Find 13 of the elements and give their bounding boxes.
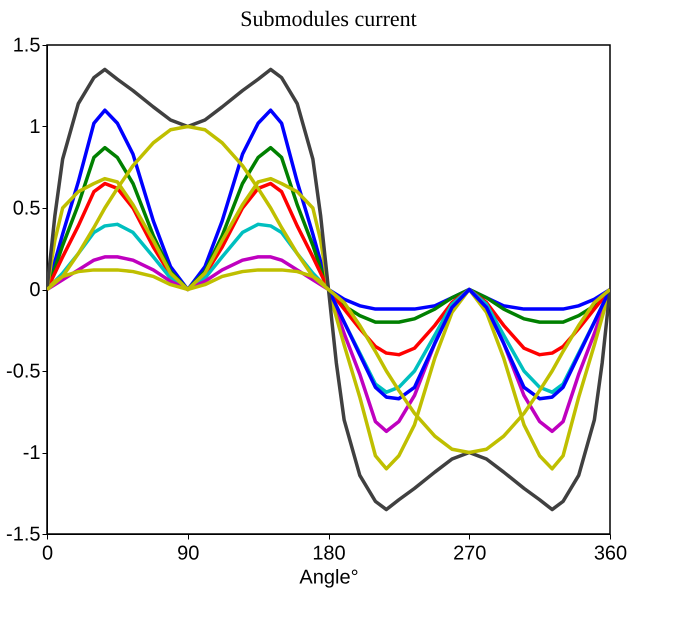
y-tick-label: -0.5 bbox=[6, 360, 40, 382]
y-tick-label: 0.5 bbox=[12, 198, 40, 220]
x-axis-title: Angle° bbox=[299, 566, 359, 588]
x-tick-label: 90 bbox=[177, 542, 200, 564]
y-tick-label: 1 bbox=[29, 116, 40, 138]
x-tick-label: 270 bbox=[453, 542, 486, 564]
y-tick-label: -1 bbox=[22, 442, 40, 464]
chart-title: Submodules current bbox=[240, 6, 417, 31]
y-tick-label: 1.5 bbox=[12, 34, 40, 56]
y-tick-label: -1.5 bbox=[6, 524, 40, 546]
y-tick-label: 0 bbox=[29, 279, 40, 301]
x-tick-label: 360 bbox=[594, 542, 628, 564]
x-tick-label: 180 bbox=[312, 542, 346, 564]
